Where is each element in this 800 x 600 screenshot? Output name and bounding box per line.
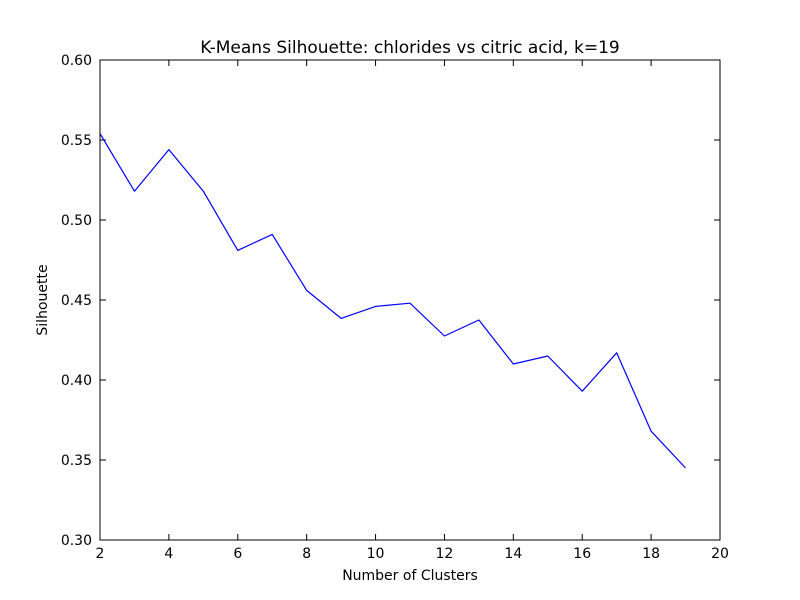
x-tick-label: 20 — [711, 546, 729, 562]
y-tick-label: 0.30 — [61, 533, 92, 549]
plot-frame — [99, 59, 721, 541]
y-tick-label: 0.35 — [61, 453, 92, 469]
x-tick-label: 10 — [367, 546, 385, 562]
y-tick-label: 0.45 — [61, 293, 92, 309]
x-tick-label: 6 — [233, 546, 242, 562]
y-axis-label: Silhouette — [35, 264, 51, 335]
x-tick-label: 16 — [573, 546, 591, 562]
chart-title: K-Means Silhouette: chlorides vs citric … — [200, 38, 619, 58]
x-tick-label: 4 — [164, 546, 173, 562]
y-tick-label: 0.60 — [61, 53, 92, 69]
silhouette-series-line — [99, 133, 686, 469]
y-tick-label: 0.55 — [61, 133, 92, 149]
x-tick-label: 18 — [642, 546, 660, 562]
x-tick-label: 2 — [96, 546, 105, 562]
x-tick-label: 8 — [302, 546, 311, 562]
plot-area: 2 4 6 8 10 12 14 16 18 20 0.30 0.35 0.40 0.45 0.50 0.55… — [61, 53, 729, 562]
x-tick-label: 12 — [436, 546, 454, 562]
y-tick-label: 0.50 — [61, 213, 92, 229]
y-tick-label: 0.40 — [61, 373, 92, 389]
x-tick-label: 14 — [504, 546, 522, 562]
x-axis-label: Number of Clusters — [342, 568, 478, 584]
